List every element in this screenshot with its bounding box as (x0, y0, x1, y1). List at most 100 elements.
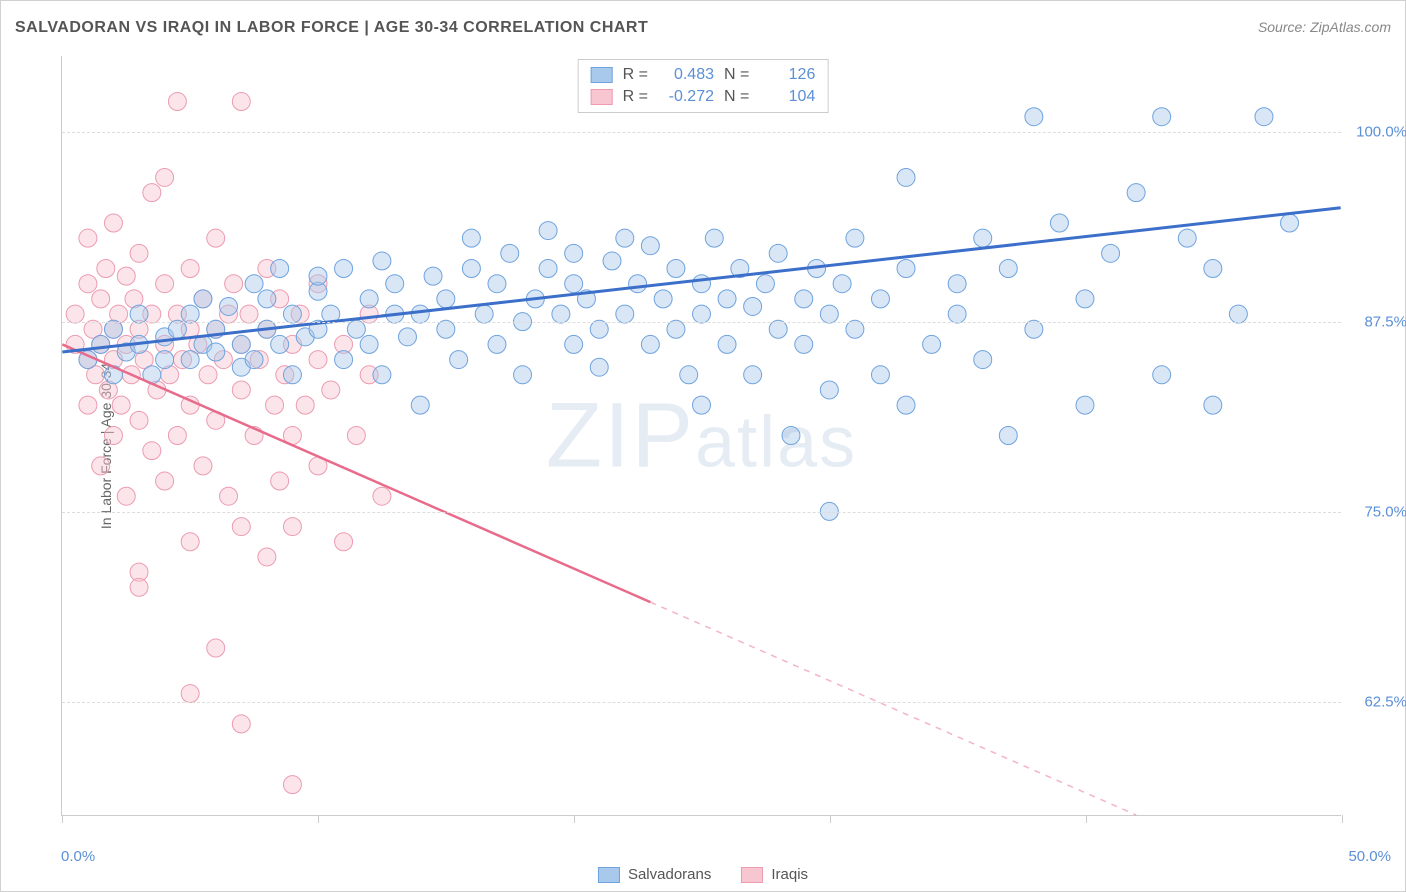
scatter-point (130, 305, 148, 323)
scatter-point (156, 168, 174, 186)
scatter-point (411, 305, 429, 323)
scatter-point (833, 275, 851, 293)
trend-line-iraqis-dashed (650, 602, 1136, 815)
scatter-point (360, 335, 378, 353)
scatter-point (258, 548, 276, 566)
scatter-point (680, 366, 698, 384)
r-value-salvadorans: 0.483 (658, 66, 714, 84)
scatter-point (897, 168, 915, 186)
scatter-point (181, 685, 199, 703)
scatter-point (1204, 396, 1222, 414)
n-value-salvadorans: 126 (759, 66, 815, 84)
scatter-point (309, 267, 327, 285)
scatter-point (744, 297, 762, 315)
scatter-point (629, 275, 647, 293)
series-legend: Salvadorans Iraqis (598, 866, 808, 883)
scatter-point (232, 381, 250, 399)
scatter-point (156, 472, 174, 490)
scatter-point (693, 305, 711, 323)
scatter-point (309, 351, 327, 369)
scatter-point (283, 366, 301, 384)
scatter-point (373, 252, 391, 270)
scatter-point (756, 275, 774, 293)
scatter-point (283, 305, 301, 323)
scatter-point (1153, 108, 1171, 126)
scatter-point (207, 343, 225, 361)
n-label: N = (724, 66, 749, 84)
scatter-point (488, 275, 506, 293)
scatter-point (552, 305, 570, 323)
plot-area: ZIPatlas 62.5%75.0%87.5%100.0% (61, 56, 1341, 816)
scatter-point (539, 260, 557, 278)
scatter-point (462, 260, 480, 278)
scatter-point (373, 487, 391, 505)
scatter-point (104, 214, 122, 232)
swatch-salvadorans (591, 67, 613, 83)
scatter-point (168, 427, 186, 445)
scatter-point (897, 396, 915, 414)
scatter-point (97, 260, 115, 278)
scatter-point (79, 229, 97, 247)
trend-line-iraqis-solid (62, 344, 650, 602)
scatter-point (181, 533, 199, 551)
scatter-point (539, 222, 557, 240)
source-attribution: Source: ZipAtlas.com (1258, 19, 1391, 35)
scatter-point (1076, 396, 1094, 414)
scatter-point (225, 275, 243, 293)
scatter-point (271, 260, 289, 278)
scatter-point (897, 260, 915, 278)
x-tick-max: 50.0% (1348, 848, 1391, 865)
scatter-point (974, 229, 992, 247)
scatter-point (641, 237, 659, 255)
scatter-point (462, 229, 480, 247)
scatter-point (360, 290, 378, 308)
scatter-point (386, 275, 404, 293)
scatter-point (411, 396, 429, 414)
scatter-point (117, 487, 135, 505)
legend-swatch-salvadorans (598, 867, 620, 883)
scatter-point (769, 244, 787, 262)
scatter-point (66, 305, 84, 323)
stats-legend: R = 0.483 N = 126 R = -0.272 N = 104 (578, 59, 829, 113)
scatter-point (641, 335, 659, 353)
legend-label-iraqis: Iraqis (771, 866, 808, 883)
scatter-point (112, 396, 130, 414)
scatter-point (501, 244, 519, 262)
scatter-point (1178, 229, 1196, 247)
scatter-point (667, 260, 685, 278)
scatter-point (245, 351, 263, 369)
scatter-point (565, 244, 583, 262)
scatter-point (104, 427, 122, 445)
scatter-point (232, 93, 250, 111)
scatter-point (232, 518, 250, 536)
legend-swatch-iraqis (741, 867, 763, 883)
n-value-iraqis: 104 (759, 88, 815, 106)
scatter-point (424, 267, 442, 285)
scatter-point (450, 351, 468, 369)
scatter-point (616, 229, 634, 247)
scatter-point (232, 335, 250, 353)
scatter-point (335, 351, 353, 369)
scatter-point (130, 411, 148, 429)
scatter-point (322, 381, 340, 399)
legend-label-salvadorans: Salvadorans (628, 866, 711, 883)
legend-item-salvadorans: Salvadorans (598, 866, 711, 883)
scatter-point (181, 260, 199, 278)
n-label: N = (724, 88, 749, 106)
scatter-point (616, 305, 634, 323)
scatter-point (347, 427, 365, 445)
scatter-point (220, 297, 238, 315)
scatter-point (948, 275, 966, 293)
scatter-point (232, 715, 250, 733)
scatter-point (92, 335, 110, 353)
scatter-point (194, 457, 212, 475)
scatter-point (820, 305, 838, 323)
scatter-point (283, 518, 301, 536)
scatter-point (296, 396, 314, 414)
scatter-point (693, 396, 711, 414)
scatter-point (974, 351, 992, 369)
scatter-point (1127, 184, 1145, 202)
scatter-point (156, 351, 174, 369)
scatter-point (795, 290, 813, 308)
scatter-point (79, 275, 97, 293)
